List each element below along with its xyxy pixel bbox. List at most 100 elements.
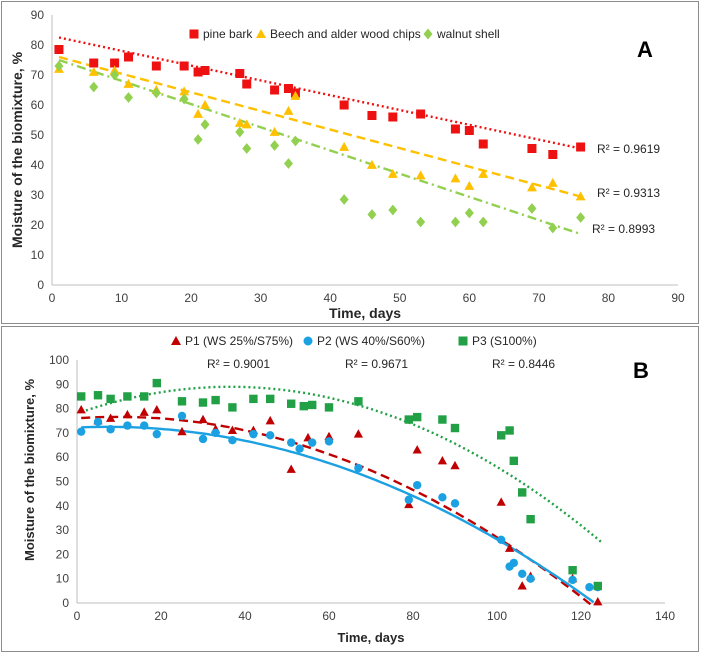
data-point-p3-s100: [177, 397, 187, 406]
data-point-p2-ws-40-s60: [287, 438, 296, 447]
data-point-p3-s100: [509, 456, 518, 466]
data-point-beech-and-alder-wood-chips: [290, 90, 301, 100]
y-tick-label: 70: [31, 68, 45, 82]
data-point-walnut-shell: [527, 203, 537, 214]
data-point-pine-bark: [242, 79, 252, 89]
data-point-p2-ws-40-s60: [518, 569, 527, 579]
data-point-p2-ws-40-s60: [106, 425, 115, 434]
legend-label-p2: P2 (WS 40%/S60%): [317, 334, 425, 348]
data-point-walnut-shell: [416, 216, 426, 228]
y-tick-label: 80: [56, 402, 70, 416]
data-point-pine-bark: [367, 111, 377, 120]
data-point-p2-ws-40-s60: [497, 535, 506, 545]
data-point-beech-and-alder-wood-chips: [450, 173, 461, 183]
panel-b-border: [1, 326, 699, 652]
data-point-walnut-shell: [89, 81, 99, 93]
r2-walnut-shell: R² = 0.8993: [592, 222, 655, 236]
data-point-walnut-shell: [290, 135, 300, 147]
data-point-p2-ws-40-s60: [77, 427, 86, 436]
panel-a-label: A: [637, 37, 653, 62]
data-point-p1-ws-25-s75: [227, 425, 238, 435]
data-point-walnut-shell: [339, 194, 349, 205]
legend-marker-beech-alder: [256, 29, 266, 38]
data-point-pine-bark: [151, 61, 161, 71]
data-point-beech-and-alder-wood-chips: [387, 168, 398, 178]
data-point-p1-ws-25-s75: [353, 429, 364, 438]
data-point-pine-bark: [235, 69, 245, 78]
legend-label-walnut-shell: walnut shell: [436, 27, 500, 41]
data-point-walnut-shell: [242, 143, 252, 154]
data-point-p3-s100: [299, 401, 308, 411]
data-point-p1-ws-25-s75: [177, 426, 187, 436]
data-point-p1-ws-25-s75: [265, 415, 275, 425]
data-point-walnut-shell: [193, 134, 203, 145]
y-tick-label: 90: [56, 377, 70, 391]
y-tick-label: 30: [31, 188, 45, 202]
y-tick-label: 80: [31, 38, 45, 52]
data-point-beech-and-alder-wood-chips: [415, 170, 426, 180]
r2-beech-alder: R² = 0.9313: [597, 186, 660, 200]
trendline-walnut-shell: [58, 58, 581, 236]
data-point-p3-s100: [93, 391, 103, 400]
data-point-pine-bark: [89, 58, 99, 68]
data-point-p2-ws-40-s60: [308, 438, 317, 447]
x-tick-label: 60: [463, 291, 477, 305]
data-point-p1-ws-25-s75: [198, 414, 208, 424]
data-point-beech-and-alder-wood-chips: [269, 126, 280, 136]
panel-a-border: [1, 1, 699, 324]
y-tick-label: 0: [62, 596, 69, 610]
data-point-p1-ws-25-s75: [139, 407, 149, 416]
data-point-beech-and-alder-wood-chips: [193, 108, 204, 118]
x-tick-label: 140: [655, 609, 675, 623]
x-tick-label: 60: [322, 609, 336, 623]
data-point-p3-s100: [324, 403, 334, 412]
data-point-walnut-shell: [54, 60, 64, 72]
panel-a-x-ticks: 0 10 20 30 40 50 60 70 80 90: [49, 291, 685, 305]
data-point-walnut-shell: [576, 212, 586, 223]
data-point-p3-s100: [152, 378, 161, 388]
data-point-p3-s100: [198, 398, 208, 407]
data-point-p3-s100: [404, 415, 413, 424]
y-tick-label: 20: [31, 218, 45, 232]
trendline-pine-bark: [58, 36, 581, 150]
panel-b: 0 10 20 30 40 50 60 70 80 90 100 0 20 40 60 80 100 120 14…: [1, 326, 699, 652]
data-point-p2-ws-40-s60: [152, 429, 161, 439]
data-point-p2-ws-40-s60: [526, 574, 535, 583]
data-point-p2-ws-40-s60: [198, 434, 208, 444]
data-point-pine-bark: [179, 61, 189, 71]
data-point-beech-and-alder-wood-chips: [575, 191, 586, 201]
data-point-p2-ws-40-s60: [509, 558, 518, 568]
panel-b-x-ticks: 0 20 40 60 80 100 120 140: [74, 609, 676, 623]
data-point-walnut-shell: [179, 93, 189, 105]
x-tick-label: 30: [254, 291, 268, 305]
x-tick-label: 70: [532, 291, 546, 305]
data-point-beech-and-alder-wood-chips: [339, 141, 350, 151]
panel-a-y-title: Moisture of the biomixture, %: [9, 51, 25, 248]
y-tick-label: 40: [31, 158, 45, 172]
x-tick-label: 20: [184, 291, 198, 305]
r2-pine-bark: R² = 0.9619: [597, 142, 660, 156]
panel-b-points: [76, 378, 603, 606]
legend-label-beech-alder: Beech and alder wood chips: [270, 27, 421, 41]
legend-marker-p3: [458, 336, 468, 346]
data-point-beech-and-alder-wood-chips: [547, 177, 558, 187]
data-point-p2-ws-40-s60: [404, 495, 413, 504]
data-point-p2-ws-40-s60: [123, 421, 132, 430]
y-tick-label: 40: [56, 499, 70, 513]
data-point-pine-bark: [124, 52, 134, 62]
data-point-walnut-shell: [548, 222, 558, 234]
data-point-p3-s100: [593, 581, 602, 591]
data-point-p3-s100: [413, 412, 422, 422]
y-tick-label: 30: [56, 523, 70, 537]
x-tick-label: 80: [602, 291, 616, 305]
data-point-walnut-shell: [388, 204, 398, 216]
trendline-p1-ws-25-s75: [81, 415, 595, 608]
data-point-p3-s100: [497, 431, 506, 440]
data-point-pine-bark: [339, 100, 349, 110]
data-point-pine-bark: [450, 124, 460, 134]
data-point-p2-ws-40-s60: [295, 444, 304, 453]
data-point-walnut-shell: [478, 216, 488, 228]
data-point-p3-s100: [123, 392, 132, 401]
data-point-p1-ws-25-s75: [105, 413, 116, 422]
x-tick-label: 40: [324, 291, 338, 305]
